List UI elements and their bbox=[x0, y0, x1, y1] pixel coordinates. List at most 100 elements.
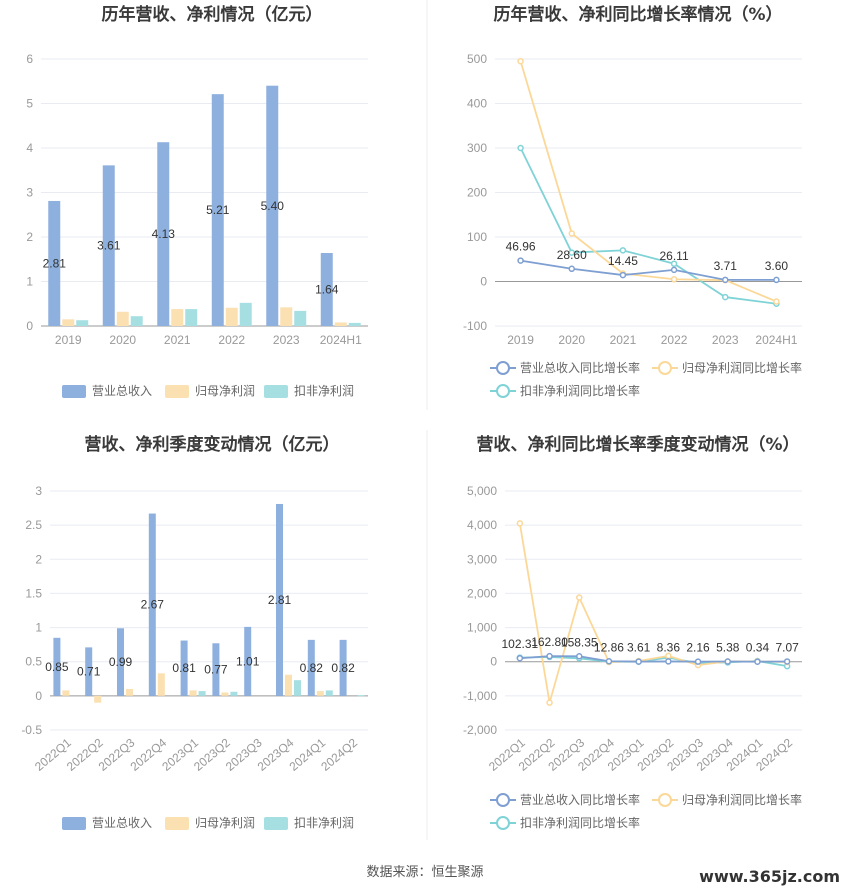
y-tick-label: 0 bbox=[26, 319, 33, 333]
bar-data-label: 4.13 bbox=[152, 227, 176, 241]
data-point bbox=[516, 520, 524, 527]
legend-marker bbox=[496, 816, 510, 830]
legend-swatch bbox=[62, 817, 86, 830]
y-tick-label: -0.5 bbox=[21, 723, 42, 737]
data-point bbox=[694, 658, 702, 665]
bar-net-profit bbox=[62, 690, 70, 696]
bar-deducted-profit bbox=[230, 691, 238, 696]
y-tick-label: 4,000 bbox=[467, 518, 497, 532]
data-point bbox=[605, 658, 613, 665]
bar-revenue bbox=[117, 628, 125, 696]
data-point bbox=[568, 265, 575, 273]
bar-data-label: 1.64 bbox=[315, 283, 339, 297]
chart-annual-growth-rate: 历年营收、净利同比增长率情况（%） 500 400 300 200 100 0 -100 201… bbox=[463, 4, 802, 398]
bar-data-label: 2.67 bbox=[141, 598, 165, 612]
bar-net-profit bbox=[157, 673, 165, 696]
x-tick-label: 2024H1 bbox=[320, 333, 362, 347]
bar-deducted-profit bbox=[130, 316, 143, 326]
legend-marker bbox=[658, 361, 672, 375]
x-tick-label: 2021 bbox=[610, 333, 637, 347]
bar-net-profit bbox=[94, 695, 102, 703]
data-point bbox=[517, 257, 524, 264]
data-point bbox=[517, 57, 524, 65]
y-tick-label: 2 bbox=[35, 552, 42, 566]
legend-marker bbox=[658, 793, 672, 807]
point-data-label: 14.45 bbox=[608, 254, 638, 268]
bar-revenue bbox=[148, 513, 156, 696]
bar-data-label: 1.01 bbox=[236, 654, 260, 668]
x-tick-label: 2023 bbox=[273, 333, 300, 347]
point-data-label: 102.31 bbox=[501, 637, 538, 651]
data-point bbox=[619, 247, 627, 254]
y-tick-label: -100 bbox=[463, 319, 487, 333]
point-data-label: 2.16 bbox=[686, 641, 710, 655]
data-point bbox=[783, 658, 791, 665]
x-tick-label: 2019 bbox=[55, 333, 82, 347]
x-tick-label: 2022 bbox=[218, 333, 245, 347]
x-tick-label: 2023 bbox=[712, 333, 739, 347]
bar-data-label: 0.82 bbox=[331, 661, 355, 675]
data-point bbox=[576, 594, 583, 601]
bar-revenue bbox=[180, 640, 188, 696]
chart-title: 营收、净利季度变动情况（亿元） bbox=[85, 434, 340, 455]
bar-deducted-profit bbox=[293, 680, 301, 696]
bar-revenue bbox=[211, 94, 224, 326]
bar-net-profit bbox=[221, 692, 229, 696]
y-tick-label: 0.5 bbox=[25, 655, 42, 669]
bar-revenue bbox=[307, 639, 315, 696]
legend-label: 归母净利润同比增长率 bbox=[682, 792, 802, 807]
y-tick-label: 2.5 bbox=[25, 518, 42, 532]
bar-data-label: 5.21 bbox=[206, 203, 230, 217]
point-data-label: 28.60 bbox=[557, 248, 587, 262]
bar-revenue bbox=[320, 253, 333, 326]
data-point bbox=[773, 298, 780, 305]
chart-quarterly-revenue-profit: 营收、净利季度变动情况（亿元）32.521.510.50-0.52022Q120… bbox=[21, 434, 368, 830]
legend-label: 归母净利润 bbox=[195, 384, 255, 398]
point-data-label: 3.71 bbox=[714, 259, 738, 273]
data-point bbox=[546, 652, 553, 660]
x-tick-label: 2021 bbox=[164, 333, 191, 347]
y-tick-label: 2,000 bbox=[467, 586, 497, 600]
data-point bbox=[516, 654, 524, 662]
y-tick-label: 5,000 bbox=[467, 484, 497, 498]
y-tick-label: -2,000 bbox=[463, 723, 497, 737]
data-point bbox=[619, 271, 627, 279]
bar-net-profit bbox=[62, 319, 75, 326]
bar-data-label: 2.81 bbox=[268, 593, 292, 607]
chart-quarterly-growth-rate: 营收、净利同比增长率季度变动情况（%） 5,000 4,000 3,000 2,000 1… bbox=[463, 434, 802, 830]
y-tick-label: 3 bbox=[26, 186, 33, 200]
y-tick-label: 5 bbox=[26, 97, 33, 111]
legend-swatch bbox=[165, 385, 189, 398]
legend-label: 扣非净利润同比增长率 bbox=[520, 383, 640, 398]
bar-data-label: 0.81 bbox=[172, 661, 196, 675]
bar-net-profit bbox=[316, 691, 324, 696]
y-tick-label: 2 bbox=[26, 230, 33, 244]
bar-revenue bbox=[53, 637, 61, 696]
bar-revenue bbox=[212, 643, 220, 696]
bar-data-label: 2.81 bbox=[43, 256, 67, 270]
bar-net-profit bbox=[334, 322, 347, 326]
point-data-label: 26.11 bbox=[660, 249, 689, 263]
y-tick-label: 1 bbox=[35, 621, 42, 635]
bar-revenue bbox=[157, 142, 170, 326]
legend-swatch bbox=[264, 817, 288, 830]
data-point bbox=[722, 276, 729, 284]
bar-revenue bbox=[48, 200, 61, 326]
bar-deducted-profit bbox=[294, 310, 307, 326]
y-tick-label: 1 bbox=[26, 275, 33, 289]
watermark: www.365jz.com bbox=[699, 867, 840, 886]
legend-label: 扣非净利润 bbox=[294, 816, 354, 830]
data-point bbox=[670, 260, 678, 267]
legend-marker bbox=[496, 793, 510, 807]
data-point bbox=[722, 293, 729, 301]
y-tick-label: 400 bbox=[467, 97, 487, 111]
x-tick-label: 2019 bbox=[507, 333, 534, 347]
bar-revenue bbox=[85, 647, 93, 696]
bar-revenue bbox=[244, 626, 252, 696]
x-tick-label: 2020 bbox=[109, 333, 136, 347]
legend-label: 营业总收入同比增长率 bbox=[520, 792, 640, 807]
y-tick-label: 0 bbox=[490, 655, 497, 669]
x-tick-label: 2024H1 bbox=[755, 333, 797, 347]
bar-deducted-profit bbox=[239, 302, 252, 326]
data-point bbox=[568, 249, 575, 256]
